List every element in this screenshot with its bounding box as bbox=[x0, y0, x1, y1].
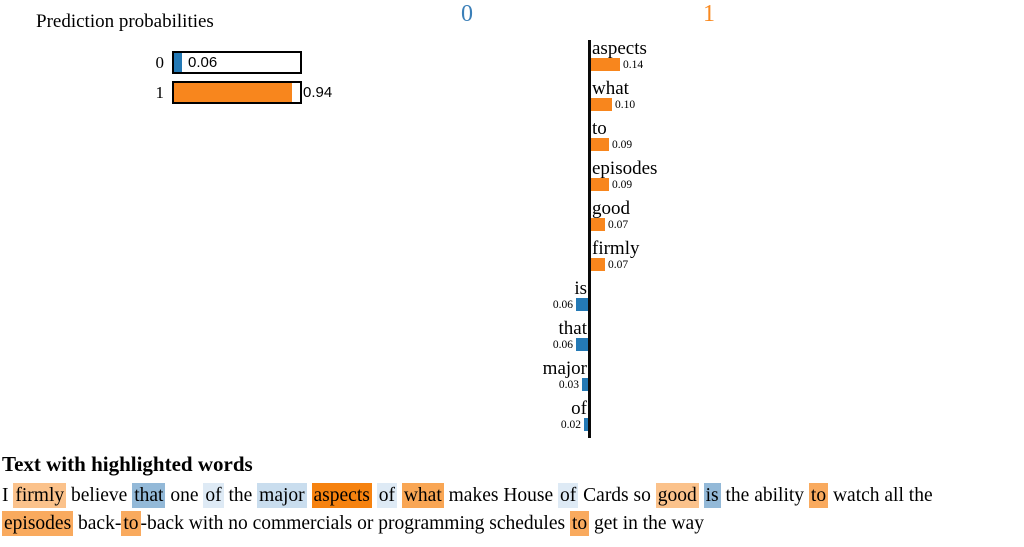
feature-bar bbox=[582, 378, 588, 391]
feature-word: major bbox=[542, 358, 587, 379]
word: Cards bbox=[583, 485, 629, 506]
word: in bbox=[622, 513, 638, 534]
feature-word: episodes bbox=[592, 158, 658, 179]
word-highlight: to bbox=[808, 483, 829, 508]
probability-value: 0.94 bbox=[303, 84, 333, 101]
feature-bar bbox=[591, 218, 605, 231]
feature-value: 0.09 bbox=[612, 179, 633, 191]
class1-header: 1 bbox=[703, 1, 715, 27]
probability-fill bbox=[174, 53, 182, 72]
probability-class-label: 0 bbox=[155, 53, 165, 72]
word: House bbox=[503, 485, 554, 506]
word: commercials bbox=[252, 513, 353, 534]
word: with bbox=[188, 513, 224, 534]
highlighted-text: I firmly believe that one of the major a… bbox=[2, 482, 1022, 538]
feature-word: is bbox=[574, 278, 587, 299]
class0-header: 0 bbox=[461, 1, 473, 27]
word: makes bbox=[448, 485, 499, 506]
probability-value: 0.06 bbox=[188, 54, 218, 71]
feature-word: that bbox=[558, 318, 588, 339]
probability-row-0: 0 0.06 bbox=[148, 51, 428, 74]
feature-word: firmly bbox=[592, 238, 640, 259]
probability-fill bbox=[174, 83, 292, 102]
word: the bbox=[725, 485, 750, 506]
feature-value: 0.06 bbox=[552, 339, 573, 351]
feature-word: to bbox=[592, 118, 607, 139]
prediction-probabilities-title: Prediction probabilities bbox=[36, 11, 214, 32]
probability-bar: 0.06 bbox=[172, 51, 302, 74]
feature-word: good bbox=[592, 198, 630, 219]
feature-word: aspects bbox=[592, 38, 647, 59]
prediction-probabilities-chart: 0 0.06 0.94 1 bbox=[148, 51, 428, 111]
feature-value: 0.14 bbox=[623, 59, 644, 71]
word: watch bbox=[832, 485, 880, 506]
word: the bbox=[642, 513, 667, 534]
feature-word: of bbox=[571, 398, 587, 419]
text-section-heading: Text with highlighted words bbox=[2, 452, 253, 476]
probability-bar bbox=[172, 81, 302, 104]
word-highlight: good bbox=[655, 483, 699, 508]
word: or bbox=[357, 513, 374, 534]
feature-bar bbox=[591, 58, 620, 71]
probability-row-1: 0.94 1 bbox=[148, 81, 428, 104]
plot-axis-line bbox=[588, 40, 591, 438]
word: the bbox=[908, 485, 933, 506]
word: all bbox=[884, 485, 904, 506]
word: programming bbox=[378, 513, 485, 534]
word: so bbox=[633, 485, 651, 506]
feature-bar bbox=[591, 178, 609, 191]
feature-bar bbox=[576, 298, 588, 311]
probability-class-label: 1 bbox=[155, 83, 165, 102]
word: believe bbox=[71, 485, 128, 506]
word: get bbox=[594, 513, 618, 534]
feature-value: 0.10 bbox=[615, 99, 636, 111]
feature-value: 0.09 bbox=[612, 139, 633, 151]
word: one bbox=[170, 485, 199, 506]
feature-value: 0.07 bbox=[608, 259, 629, 271]
word-highlight: to bbox=[121, 511, 141, 536]
word: schedules bbox=[489, 513, 566, 534]
word-highlight: that bbox=[132, 483, 166, 508]
feature-bar bbox=[591, 98, 612, 111]
text-line: I firmly believe that one of the major a… bbox=[2, 482, 1022, 510]
word-highlight: of bbox=[376, 483, 397, 508]
word-highlight: of bbox=[203, 483, 224, 508]
word-highlight: firmly bbox=[13, 483, 67, 508]
word-highlight: major bbox=[257, 483, 307, 508]
word-highlight: episodes bbox=[2, 511, 74, 536]
feature-bar bbox=[584, 418, 588, 431]
feature-bar bbox=[591, 258, 605, 271]
word: I bbox=[2, 485, 9, 506]
word-highlight: aspects bbox=[311, 483, 372, 508]
word: ability bbox=[754, 485, 805, 506]
feature-value: 0.07 bbox=[608, 219, 629, 231]
word-highlight: to bbox=[569, 511, 590, 536]
feature-bar bbox=[576, 338, 588, 351]
word: back- bbox=[78, 513, 122, 534]
feature-weight-plot: aspects 0.14 what 0.10 to 0.09 episodes 0.09 goo… bbox=[0, 38, 1024, 440]
word-highlight: what bbox=[401, 483, 444, 508]
feature-bar bbox=[591, 138, 609, 151]
feature-word: what bbox=[592, 78, 629, 99]
word-highlight: of bbox=[558, 483, 579, 508]
word: way bbox=[671, 513, 704, 534]
text-line: episodes back-to -back with no commercial… bbox=[2, 510, 1022, 538]
word: the bbox=[228, 485, 253, 506]
feature-value: 0.06 bbox=[552, 299, 573, 311]
word-highlight: is bbox=[703, 483, 721, 508]
feature-value: 0.03 bbox=[558, 379, 579, 391]
word: -back bbox=[140, 513, 184, 534]
word: no bbox=[228, 513, 248, 534]
feature-value: 0.02 bbox=[560, 419, 581, 431]
